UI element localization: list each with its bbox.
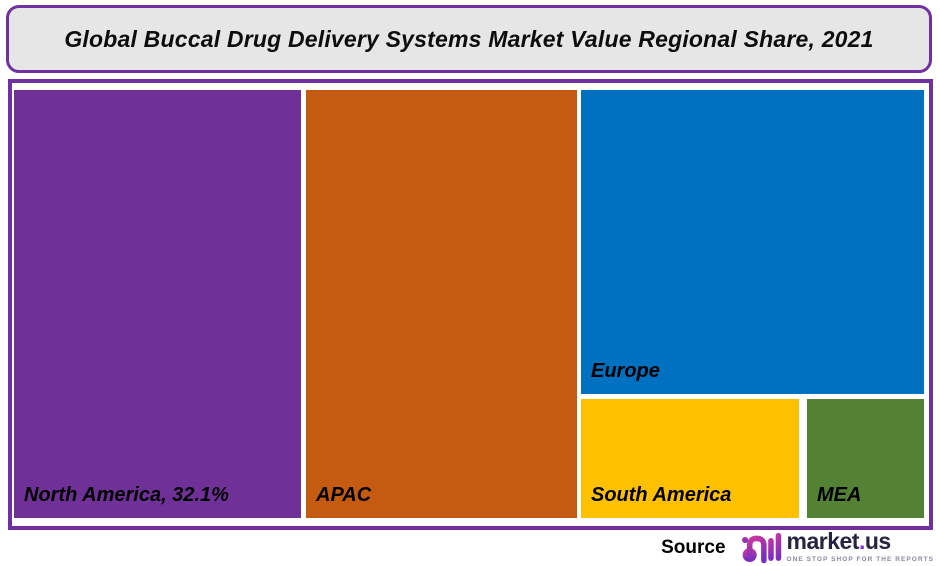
logo-text-block: market.us ONE STOP SHOP FOR THE REPORTS	[786, 528, 934, 564]
treemap-cell-europe: Europe	[581, 90, 924, 394]
source-attribution: Source market.us	[661, 529, 934, 566]
logo-wordmark-main: market	[786, 528, 860, 554]
treemap-cell-apac: APAC	[306, 90, 577, 518]
market-us-logo: market.us ONE STOP SHOP FOR THE REPORTS	[741, 529, 934, 566]
region-label-apac: APAC	[316, 484, 372, 506]
market-us-waveform-icon	[741, 532, 781, 564]
logo-wordmark: market.us	[786, 528, 892, 554]
region-label-south-america: South America	[591, 484, 732, 506]
source-label: Source	[661, 536, 726, 558]
logo-wordmark-tld: us	[864, 528, 891, 554]
region-label-europe: Europe	[591, 360, 660, 382]
treemap-cell-north-america: North America, 32.1%	[14, 90, 301, 518]
logo-tagline: ONE STOP SHOP FOR THE REPORTS	[786, 556, 934, 563]
logo-wordmark-dot: .	[858, 528, 865, 554]
treemap-cell-mea: MEA	[807, 399, 924, 518]
region-label-mea: MEA	[817, 484, 862, 506]
region-label-north-america: North America, 32.1%	[24, 484, 229, 506]
treemap-cell-south-america: South America	[581, 399, 799, 518]
chart-title-bar: Global Buccal Drug Delivery Systems Mark…	[6, 5, 932, 73]
chart-title: Global Buccal Drug Delivery Systems Mark…	[64, 25, 874, 52]
